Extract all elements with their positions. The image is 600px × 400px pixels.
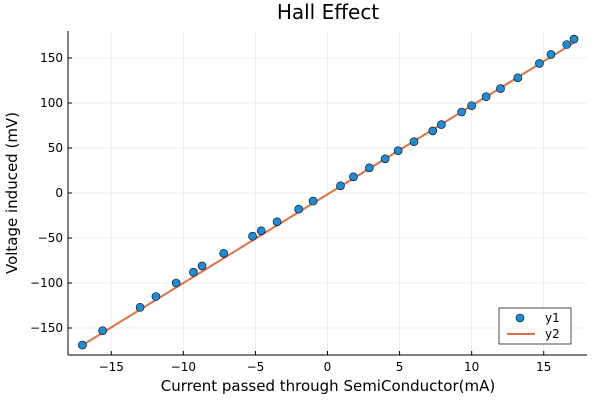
data-point-y1 (569, 34, 579, 44)
x-tick-label: 0 (324, 360, 332, 374)
data-point-y1 (98, 326, 107, 336)
data-point-y1 (78, 340, 87, 350)
data-point-y1 (151, 292, 161, 301)
data-point-y1 (256, 226, 266, 236)
data-point-y1 (428, 126, 438, 136)
data-point-y1 (248, 231, 257, 241)
x-tick-label: 5 (396, 360, 404, 374)
data-point-y1 (135, 302, 145, 312)
data-point-y1 (481, 92, 491, 101)
x-tick-label: 15 (536, 360, 551, 374)
data-point-y1 (546, 50, 556, 59)
y-tick-label: −100 (30, 276, 63, 290)
y-tick-label: −50 (38, 231, 63, 245)
x-tick-label: −5 (247, 360, 265, 374)
data-point-y1 (171, 278, 181, 288)
data-point-y1 (467, 101, 476, 110)
data-point-y1 (272, 217, 282, 227)
y-tick-label: −150 (30, 321, 63, 335)
series-line-y2 (81, 41, 575, 346)
data-point-y1 (365, 163, 374, 173)
y-tick-label: 100 (40, 96, 63, 110)
data-point-y1 (294, 204, 303, 214)
legend: y1 y2 (498, 307, 572, 345)
y-tick-label: 50 (48, 141, 63, 155)
data-point-y1 (219, 249, 228, 258)
series-layer (78, 34, 579, 350)
data-point-y1 (513, 73, 523, 83)
grid-layer (68, 31, 587, 355)
x-tick-label: −10 (171, 360, 196, 374)
data-point-y1 (380, 154, 390, 164)
data-point-y1 (336, 181, 345, 191)
y-axis-label: Voltage induced (mV) (3, 112, 21, 274)
legend-label-y1: y1 (545, 311, 560, 325)
data-point-y1 (535, 59, 544, 68)
chart-title: Hall Effect (277, 0, 379, 24)
data-point-y1 (308, 196, 318, 206)
x-tick-label: 10 (464, 360, 479, 374)
y-tick-label: 0 (55, 186, 63, 200)
legend-box (498, 307, 572, 345)
data-point-y1 (393, 146, 403, 155)
data-point-y1 (437, 120, 446, 129)
data-point-y1 (349, 172, 358, 182)
x-tick-label: −15 (99, 360, 124, 374)
data-point-y1 (496, 84, 505, 93)
data-point-y1 (197, 261, 207, 271)
y-tick-label: 150 (40, 51, 63, 65)
data-point-y1 (189, 267, 198, 277)
legend-marker-y1 (515, 313, 525, 323)
data-point-y1 (409, 137, 419, 146)
data-point-y1 (562, 40, 572, 49)
x-axis-label: Current passed through SemiConductor(mA) (161, 377, 495, 395)
data-point-y1 (457, 107, 466, 117)
legend-label-y2: y2 (545, 327, 560, 341)
